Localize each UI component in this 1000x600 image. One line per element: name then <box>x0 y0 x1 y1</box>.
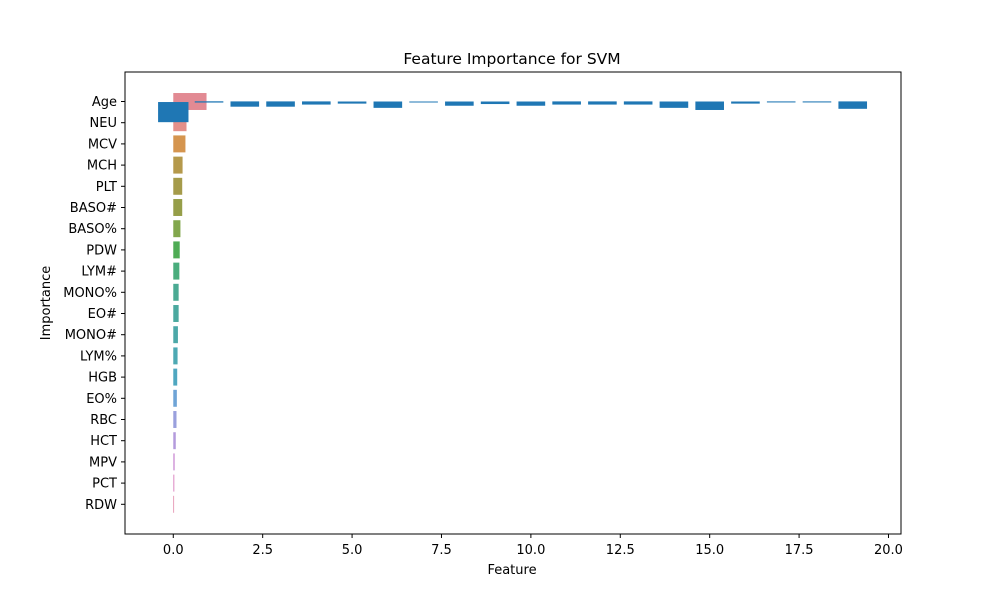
x-tick-label: 7.5 <box>431 543 452 558</box>
bar-plt <box>173 177 183 195</box>
x-tick-label: 15.0 <box>695 543 724 558</box>
y-tick-label: MONO% <box>63 286 117 301</box>
y-tick-label: MCH <box>87 159 117 174</box>
y-tick-label: LYM# <box>81 265 117 280</box>
overlay-bar-10 <box>516 101 546 106</box>
overlay-bar-12 <box>588 101 617 105</box>
y-tick-label: HCT <box>90 434 117 449</box>
y-tick-label: PLT <box>96 180 117 195</box>
bar-pdw <box>173 241 180 259</box>
bar-pct <box>173 474 175 492</box>
y-tick-label: MONO# <box>65 328 117 343</box>
bar-eo- <box>173 389 177 407</box>
y-tick-label: PCT <box>92 477 117 492</box>
overlay-bar-13 <box>623 101 653 105</box>
bar-mch <box>173 156 183 174</box>
bar-hct <box>173 432 176 450</box>
overlay-bar-18 <box>802 101 832 103</box>
y-tick-label: NEU <box>90 116 117 131</box>
bar-rbc <box>173 411 177 428</box>
x-axis-label: Feature <box>487 563 536 578</box>
overlay-bar-8 <box>445 101 474 106</box>
y-tick-label: BASO% <box>68 222 117 237</box>
bar-mpv <box>173 453 175 471</box>
y-tick-label: RDW <box>85 498 117 513</box>
overlay-bar-6 <box>373 101 403 108</box>
y-tick-label: EO% <box>86 392 117 407</box>
x-axis-ticks: 0.0 2.5 5.0 7.5 10.0 12.5 15.0 17.5 20.0 <box>163 534 903 558</box>
bar-lym- <box>173 262 180 280</box>
overlay-bar-7 <box>409 101 438 103</box>
x-tick-label: 10.0 <box>516 543 545 558</box>
chart-title: Feature Importance for SVM <box>403 50 620 68</box>
x-tick-label: 20.0 <box>874 543 903 558</box>
x-tick-label: 12.5 <box>606 543 635 558</box>
x-tick-label: 2.5 <box>252 543 273 558</box>
overlay-bar-16 <box>731 101 760 104</box>
bar-mono- <box>173 326 178 344</box>
y-tick-label: MCV <box>88 137 117 152</box>
overlay-bars <box>158 101 868 123</box>
plot-frame <box>124 71 902 535</box>
overlay-bar-3 <box>266 101 295 107</box>
bar-hgb <box>173 368 178 386</box>
x-tick-label: 17.5 <box>785 543 814 558</box>
bar-eo- <box>173 305 179 322</box>
overlay-bar-17 <box>766 101 796 103</box>
y-axis-ticks: Age NEU MCV MCH PLT BASO# BASO% PDW LYM# MONO% EO#… <box>63 95 125 513</box>
overlay-bar-5 <box>337 101 367 104</box>
overlay-bar-19 <box>838 101 868 109</box>
y-tick-label: HGB <box>88 371 117 386</box>
bar-rdw <box>173 495 175 513</box>
overlay-bar-14 <box>659 101 689 108</box>
y-tick-label: RBC <box>90 413 117 428</box>
overlay-bar-9 <box>480 101 510 105</box>
bar-mcv <box>173 135 186 153</box>
y-tick-label: BASO# <box>70 201 117 216</box>
y-tick-label: Age <box>92 95 117 110</box>
bar-baso- <box>173 220 181 238</box>
overlay-bar-1 <box>194 101 224 103</box>
y-axis-label: Importance <box>39 266 54 341</box>
y-tick-label: LYM% <box>80 349 117 364</box>
bar-mono- <box>173 283 179 301</box>
overlay-bar-4 <box>302 101 331 105</box>
x-tick-label: 0.0 <box>163 543 184 558</box>
importance-bars <box>173 93 207 513</box>
overlay-bar-11 <box>552 101 581 105</box>
bar-baso- <box>173 199 183 216</box>
bar-lym- <box>173 347 178 365</box>
overlay-bar-15 <box>695 101 724 110</box>
y-tick-label: EO# <box>88 307 117 322</box>
overlay-bar-2 <box>230 101 260 107</box>
y-tick-label: PDW <box>86 243 117 258</box>
overlay-bar-0 <box>158 102 189 123</box>
y-tick-label: MPV <box>89 455 117 470</box>
x-tick-label: 5.0 <box>342 543 363 558</box>
